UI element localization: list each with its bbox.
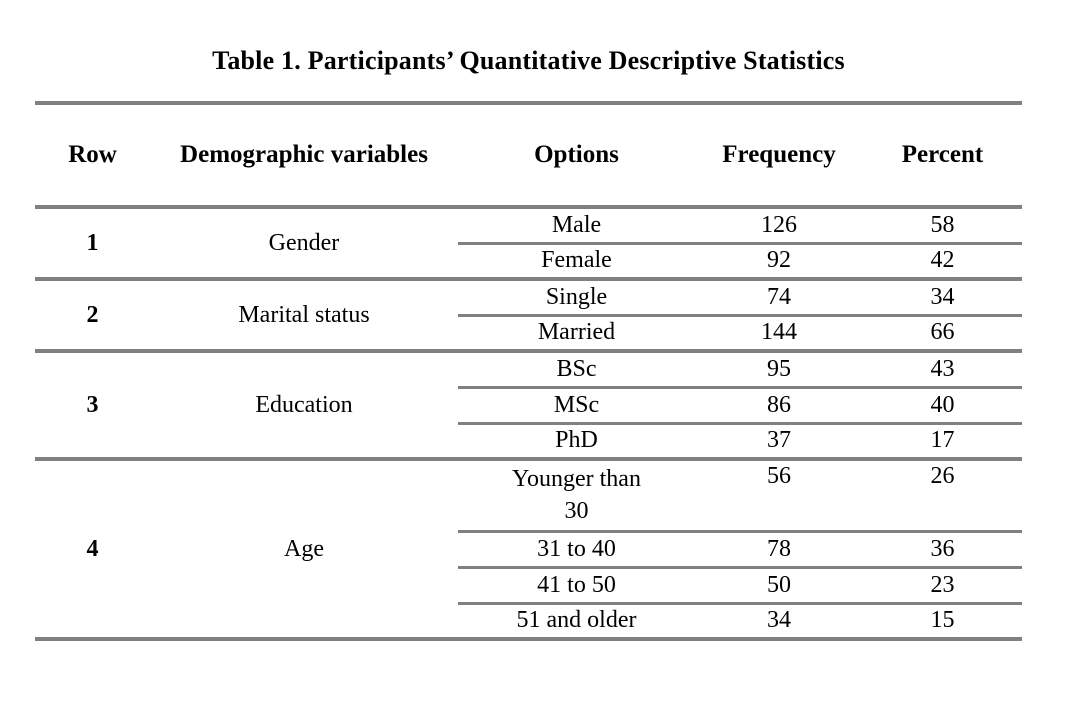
cell-option-text: Younger than 30: [512, 466, 641, 525]
descriptive-statistics-table: Row Demographic variables Options Freque…: [35, 101, 1022, 641]
cell-percent: 40: [863, 385, 1022, 423]
section-marital-status: 2 Marital status Single 74 34 Married 14…: [35, 279, 1022, 351]
cell-frequency: 37: [695, 421, 863, 459]
cell-percent: 15: [863, 601, 1022, 639]
cell-row-number: 2: [86, 301, 99, 328]
table-row: 1 Gender Male 126 58: [35, 207, 1022, 256]
cell-option: Male: [551, 211, 602, 238]
cell-frequency: 50: [695, 565, 863, 603]
table-row: 41 to 50 50 23: [35, 565, 1022, 603]
cell-variable: Education: [255, 391, 353, 418]
cell-option: Female: [458, 241, 695, 279]
table-row: 2 Marital status Single 74 34: [35, 279, 1022, 328]
cell-option: 41 to 50: [458, 565, 695, 603]
column-header-frequency: Frequency: [695, 103, 863, 209]
table-row: Female 92 42: [35, 241, 1022, 279]
column-header-demographic-variables: Demographic variables: [150, 103, 458, 209]
column-header-row-number: Row: [35, 103, 150, 209]
column-header-options: Options: [458, 103, 695, 209]
table-row: PhD 37 17: [35, 421, 1022, 459]
table-header: Row Demographic variables Options Freque…: [35, 103, 1022, 209]
cell-option: Single: [545, 283, 608, 310]
cell-variable: Gender: [268, 229, 340, 256]
cell-frequency: 56: [767, 463, 791, 489]
cell-option: BSc: [556, 355, 597, 382]
cell-variable: Marital status: [238, 301, 370, 328]
cell-option: Married: [458, 313, 695, 351]
cell-frequency: 95: [767, 355, 791, 382]
cell-percent: 43: [930, 355, 955, 382]
table-row: Married 144 66: [35, 313, 1022, 351]
section-gender: 1 Gender Male 126 58 Female 92 42: [35, 207, 1022, 279]
column-header-percent: Percent: [863, 103, 1022, 209]
cell-frequency: 92: [695, 241, 863, 279]
cell-option: 31 to 40: [458, 529, 695, 567]
cell-frequency: 144: [695, 313, 863, 351]
cell-option: 51 and older: [458, 601, 695, 639]
cell-variable: Age: [284, 535, 324, 562]
section-age: 4 Age Younger than 30 56 26 31 to 40 78 …: [35, 459, 1022, 639]
cell-percent: 34: [930, 283, 955, 310]
cell-frequency: 86: [695, 385, 863, 423]
cell-frequency: 74: [767, 283, 791, 310]
cell-row-number: 3: [86, 391, 99, 418]
cell-frequency: 34: [695, 601, 863, 639]
cell-percent: 23: [863, 565, 1022, 603]
cell-frequency: 126: [761, 211, 797, 238]
cell-row-number: 4: [86, 535, 99, 562]
cell-frequency: 78: [695, 529, 863, 567]
cell-percent: 58: [930, 211, 955, 238]
cell-percent: 26: [930, 463, 955, 489]
table-title: Table 1. Participants’ Quantitative Desc…: [212, 46, 845, 75]
cell-percent: 36: [863, 529, 1022, 567]
table-row: 51 and older 34 15: [35, 601, 1022, 639]
table-row: 31 to 40 78 36: [35, 529, 1022, 567]
table-row: 4 Age Younger than 30 56 26: [35, 459, 1022, 562]
table-row: MSc 86 40: [35, 385, 1022, 423]
column-header-row: Row Demographic variables Options Freque…: [35, 103, 1022, 209]
cell-percent: 17: [863, 421, 1022, 459]
cell-option: PhD: [458, 421, 695, 459]
section-education: 3 Education BSc 95 43 MSc 86 40 PhD 37 1…: [35, 351, 1022, 459]
table-row: 3 Education BSc 95 43: [35, 351, 1022, 418]
cell-option: MSc: [458, 385, 695, 423]
cell-percent: 66: [863, 313, 1022, 351]
cell-percent: 42: [863, 241, 1022, 279]
cell-option: Younger than 30: [458, 459, 695, 531]
cell-row-number: 1: [86, 229, 99, 256]
